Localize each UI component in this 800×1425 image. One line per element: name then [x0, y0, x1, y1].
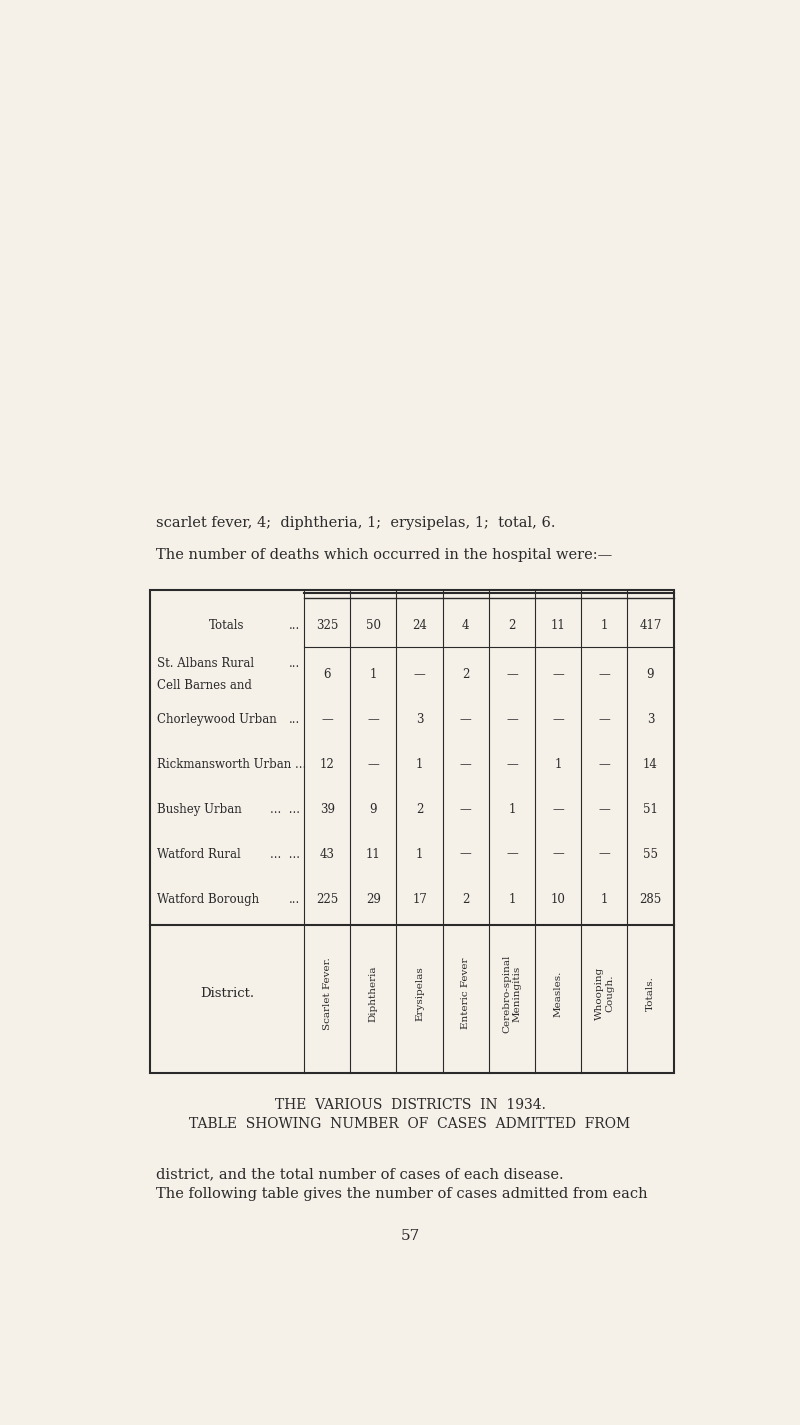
- Text: 43: 43: [320, 848, 334, 861]
- Text: Watford Rural: Watford Rural: [157, 848, 241, 861]
- Text: ...: ...: [289, 618, 300, 631]
- Text: Totals.: Totals.: [646, 976, 655, 1010]
- Text: Whooping
Cough.: Whooping Cough.: [594, 966, 614, 1020]
- Text: —: —: [322, 712, 333, 725]
- Text: 6: 6: [323, 668, 331, 681]
- Text: —: —: [552, 712, 564, 725]
- Text: 9: 9: [370, 802, 377, 815]
- Text: ...  ...: ... ...: [270, 802, 300, 815]
- Text: ...: ...: [289, 892, 300, 905]
- Text: —: —: [506, 848, 518, 861]
- Text: —: —: [598, 712, 610, 725]
- Text: 2: 2: [462, 892, 470, 905]
- Text: Rickmansworth Urban ...: Rickmansworth Urban ...: [157, 758, 306, 771]
- Text: District.: District.: [200, 988, 254, 1000]
- Text: ...  ...: ... ...: [270, 848, 300, 861]
- Text: The number of deaths which occurred in the hospital were:—: The number of deaths which occurred in t…: [156, 549, 612, 563]
- Text: —: —: [552, 848, 564, 861]
- Text: —: —: [367, 758, 379, 771]
- Text: Cerebro-spinal
Meningitis: Cerebro-spinal Meningitis: [502, 955, 522, 1033]
- Text: 12: 12: [320, 758, 334, 771]
- Text: —: —: [598, 802, 610, 815]
- Text: Erysipelas: Erysipelas: [415, 966, 424, 1020]
- Text: —: —: [552, 668, 564, 681]
- Text: —: —: [460, 848, 472, 861]
- Text: 225: 225: [316, 892, 338, 905]
- Text: —: —: [552, 802, 564, 815]
- Text: 11: 11: [550, 618, 566, 631]
- Text: —: —: [414, 668, 426, 681]
- Text: St. Albans Rural: St. Albans Rural: [157, 657, 254, 670]
- Text: 3: 3: [646, 712, 654, 725]
- Text: 1: 1: [554, 758, 562, 771]
- Text: 1: 1: [416, 758, 423, 771]
- Text: 1: 1: [601, 892, 608, 905]
- Text: 417: 417: [639, 618, 662, 631]
- Text: Cell Barnes and: Cell Barnes and: [157, 678, 252, 691]
- Text: Chorleywood Urban: Chorleywood Urban: [157, 712, 277, 725]
- Text: 10: 10: [550, 892, 566, 905]
- Text: —: —: [598, 848, 610, 861]
- Text: 1: 1: [370, 668, 377, 681]
- Text: 3: 3: [416, 712, 423, 725]
- Text: 51: 51: [643, 802, 658, 815]
- Text: 2: 2: [508, 618, 515, 631]
- Text: 17: 17: [412, 892, 427, 905]
- Text: 1: 1: [508, 802, 515, 815]
- Text: —: —: [367, 712, 379, 725]
- Text: ...: ...: [289, 712, 300, 725]
- Text: —: —: [460, 802, 472, 815]
- Text: 2: 2: [462, 668, 470, 681]
- Text: Measles.: Measles.: [554, 970, 562, 1016]
- Text: 55: 55: [643, 848, 658, 861]
- Text: ...: ...: [289, 657, 300, 670]
- Text: THE  VARIOUS  DISTRICTS  IN  1934.: THE VARIOUS DISTRICTS IN 1934.: [274, 1099, 546, 1112]
- Text: Bushey Urban: Bushey Urban: [157, 802, 242, 815]
- Text: 325: 325: [316, 618, 338, 631]
- Text: —: —: [460, 758, 472, 771]
- Text: 1: 1: [508, 892, 515, 905]
- Text: 57: 57: [400, 1228, 420, 1243]
- Text: Scarlet Fever.: Scarlet Fever.: [322, 958, 332, 1030]
- Text: Totals: Totals: [209, 618, 245, 631]
- Text: 11: 11: [366, 848, 381, 861]
- Text: 1: 1: [601, 618, 608, 631]
- Text: —: —: [506, 668, 518, 681]
- Text: Watford Borough: Watford Borough: [157, 892, 259, 905]
- Text: 2: 2: [416, 802, 423, 815]
- Text: The following table gives the number of cases admitted from each: The following table gives the number of …: [156, 1187, 647, 1201]
- Text: 4: 4: [462, 618, 470, 631]
- Bar: [150, 590, 674, 1073]
- Text: scarlet fever, 4;  diphtheria, 1;  erysipelas, 1;  total, 6.: scarlet fever, 4; diphtheria, 1; erysipe…: [156, 516, 555, 530]
- Text: TABLE  SHOWING  NUMBER  OF  CASES  ADMITTED  FROM: TABLE SHOWING NUMBER OF CASES ADMITTED F…: [190, 1117, 630, 1131]
- Text: —: —: [506, 758, 518, 771]
- Text: 39: 39: [320, 802, 334, 815]
- Text: 285: 285: [639, 892, 662, 905]
- Text: district, and the total number of cases of each disease.: district, and the total number of cases …: [156, 1167, 563, 1181]
- Text: —: —: [598, 668, 610, 681]
- Text: 24: 24: [412, 618, 427, 631]
- Text: 9: 9: [646, 668, 654, 681]
- Text: —: —: [506, 712, 518, 725]
- Text: 14: 14: [643, 758, 658, 771]
- Text: Diphtheria: Diphtheria: [369, 965, 378, 1022]
- Text: —: —: [460, 712, 472, 725]
- Text: —: —: [598, 758, 610, 771]
- Text: Enteric Fever: Enteric Fever: [462, 958, 470, 1029]
- Text: 1: 1: [416, 848, 423, 861]
- Text: 29: 29: [366, 892, 381, 905]
- Text: 50: 50: [366, 618, 381, 631]
